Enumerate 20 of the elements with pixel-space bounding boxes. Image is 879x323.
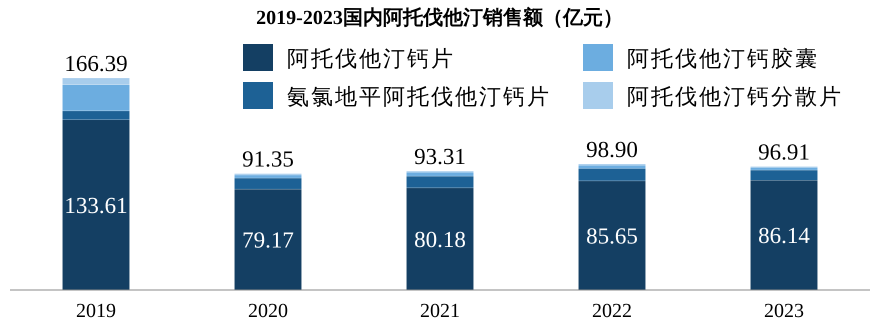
data-label: 79.17	[242, 228, 294, 253]
data-label: 85.65	[586, 223, 638, 248]
legend-label: 阿托伐他汀钙胶囊	[627, 46, 819, 71]
total-label: 96.91	[758, 140, 810, 165]
legend-label: 阿托伐他汀钙片	[287, 46, 455, 71]
chart-title: 2019-2023国内阿托伐他汀销售额（亿元）	[256, 6, 623, 29]
total-label: 166.39	[64, 51, 128, 76]
total-label: 93.31	[414, 144, 466, 170]
data-label: 133.61	[64, 192, 128, 218]
x-tick-label: 2022	[592, 300, 632, 322]
data-label: 80.18	[414, 226, 466, 252]
x-tick-label: 2019	[76, 300, 116, 322]
x-tick-label: 2020	[248, 300, 288, 322]
x-tick-label: 2021	[420, 300, 460, 322]
x-tick-label: 2023	[764, 300, 804, 322]
total-label: 91.35	[242, 146, 294, 172]
legend-label: 氨氯地平阿托伐他汀钙片	[287, 84, 551, 109]
data-label: 86.14	[758, 223, 810, 248]
legend-label: 阿托伐他汀钙分散片	[627, 84, 843, 109]
total-label: 98.90	[586, 136, 638, 162]
